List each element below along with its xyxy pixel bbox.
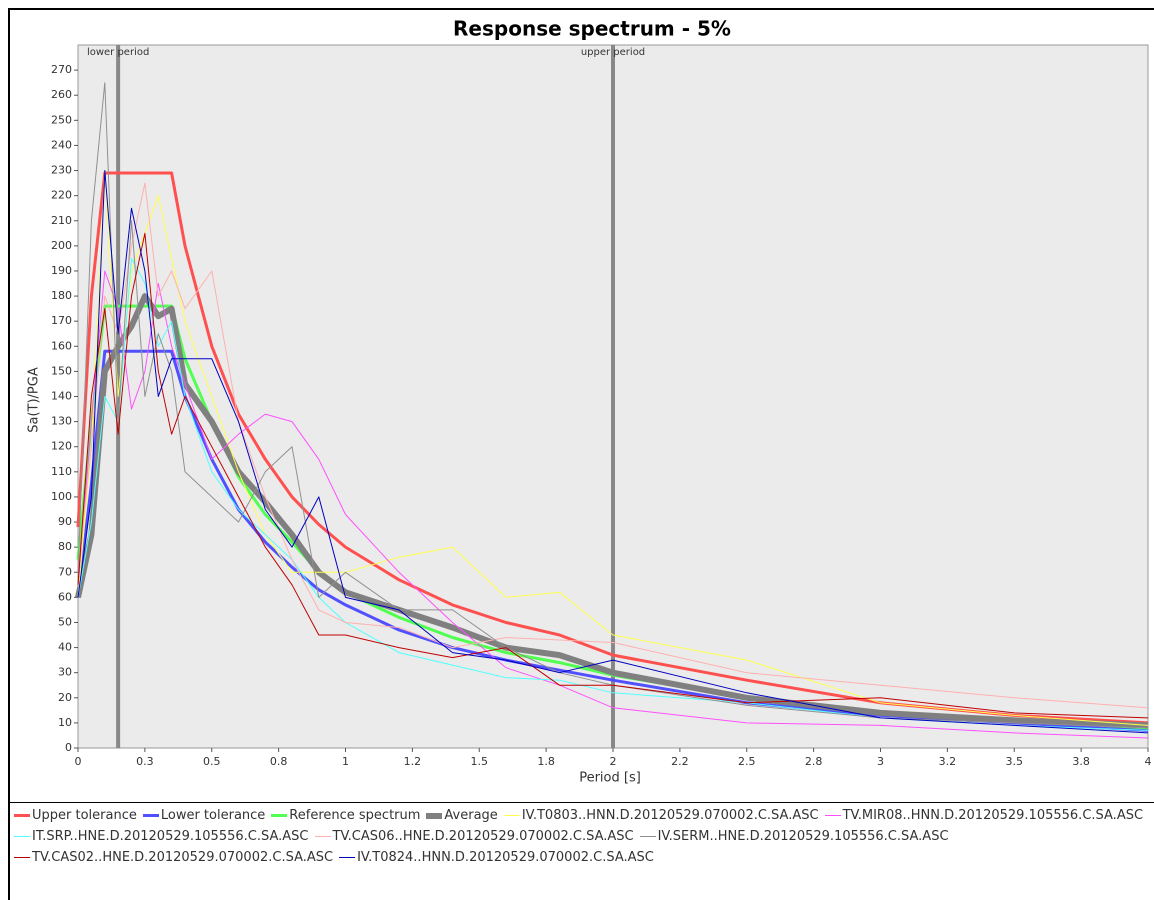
y-tick-label: 220 — [51, 189, 72, 202]
x-tick-label: 0.8 — [270, 755, 288, 768]
y-tick-label: 240 — [51, 138, 72, 151]
x-tick-label: 0.5 — [203, 755, 221, 768]
x-tick-label: 3.8 — [1072, 755, 1090, 768]
series-line — [75, 293, 1149, 729]
y-tick-label: 30 — [58, 666, 72, 679]
legend-item: TV.MIR08..HNN.D.20120529.105556.C.SA.ASC — [824, 805, 1144, 826]
legend-item: TV.CAS02..HNE.D.20120529.070002.C.SA.ASC — [14, 847, 333, 868]
y-tick-label: 60 — [58, 590, 72, 603]
legend-swatch — [142, 814, 159, 817]
y-tick-label: 250 — [51, 113, 72, 126]
chart-title: Response spectrum - 5% — [453, 17, 731, 41]
legend-item: Lower tolerance — [142, 805, 266, 826]
legend-item: IV.SERM..HNE.D.20120529.105556.C.SA.ASC — [639, 826, 949, 847]
y-axis-label: Sa(T)/PGA — [27, 367, 42, 433]
legend-item: Average — [426, 805, 498, 826]
legend-swatch — [14, 814, 30, 817]
series-line — [77, 270, 1149, 739]
legend-label: TV.CAS02..HNE.D.20120529.070002.C.SA.ASC — [32, 850, 334, 865]
legend-item: IT.SRP..HNE.D.20120529.105556.C.SA.ASC — [14, 826, 309, 847]
x-tick-label: 1.2 — [404, 755, 422, 768]
legend-label: Lower tolerance — [160, 808, 266, 823]
series-line — [77, 170, 1149, 734]
legend-label: TV.MIR08..HNN.D.20120529.105556.C.SA.ASC — [842, 808, 1144, 823]
y-tick-label: 200 — [51, 239, 72, 252]
chart-frame: Response spectrum - 5% Period [s] Sa(T)/… — [8, 8, 1154, 900]
legend-label: IV.T0803..HNN.D.20120529.070002.C.SA.ASC — [521, 808, 819, 823]
chart: Response spectrum - 5% Period [s] Sa(T)/… — [27, 17, 1152, 786]
y-tick-label: 130 — [51, 415, 72, 428]
y-tick-label: 140 — [51, 390, 72, 403]
y-tick-label: 10 — [58, 716, 72, 729]
y-tick-label: 70 — [58, 565, 72, 578]
x-tick-label: 0 — [75, 755, 82, 768]
y-tick-label: 40 — [58, 641, 72, 654]
y-tick-label: 100 — [51, 490, 72, 503]
y-tick-label: 230 — [51, 164, 72, 177]
x-tick-label: 2.5 — [738, 755, 756, 768]
x-tick-label: 3.2 — [939, 755, 957, 768]
x-tick-label: 2 — [610, 755, 617, 768]
legend-swatch — [271, 814, 288, 817]
legend-item: Upper tolerance — [14, 805, 137, 826]
y-tick-label: 110 — [51, 465, 72, 478]
y-tick-label: 150 — [51, 364, 72, 377]
legend-item: Reference spectrum — [271, 805, 420, 826]
y-tick-label: 160 — [51, 339, 72, 352]
legend-item: TV.CAS06..HNE.D.20120529.070002.C.SA.ASC — [314, 826, 634, 847]
y-tick-label: 50 — [58, 615, 72, 628]
legend-label: Average — [444, 808, 498, 823]
period-marker-label: lower period — [87, 47, 149, 58]
legend-label: IV.T0824..HNN.D.20120529.070002.C.SA.ASC — [357, 850, 654, 865]
legend-swatch — [639, 836, 656, 837]
x-tick-label: 3 — [877, 755, 884, 768]
y-tick-label: 170 — [51, 314, 72, 327]
legend-item: IV.T0803..HNN.D.20120529.070002.C.SA.ASC — [503, 805, 819, 826]
period-marker-label: upper period — [581, 47, 645, 58]
x-tick-label: 1.8 — [537, 755, 555, 768]
x-tick-label: 2.8 — [805, 755, 823, 768]
y-tick-label: 120 — [51, 440, 72, 453]
legend-swatch — [14, 857, 30, 858]
y-tick-label: 180 — [51, 289, 72, 302]
x-tick-label: 2.2 — [671, 755, 689, 768]
legend-swatch — [14, 836, 30, 837]
series-line — [77, 232, 1149, 719]
x-tick-label: 1.5 — [471, 755, 489, 768]
legend-label: Upper tolerance — [32, 808, 137, 823]
series-line — [76, 171, 1149, 725]
legend: Upper tolerance Lower tolerance Reference … — [10, 802, 1154, 900]
legend-label: TV.CAS06..HNE.D.20120529.070002.C.SA.ASC — [332, 829, 634, 844]
series-line — [77, 257, 1149, 731]
y-tick-label: 270 — [51, 63, 72, 76]
legend-item: IV.T0824..HNN.D.20120529.070002.C.SA.ASC — [339, 847, 654, 868]
legend-label: IT.SRP..HNE.D.20120529.105556.C.SA.ASC — [32, 829, 309, 844]
legend-swatch — [339, 857, 356, 858]
legend-swatch — [824, 815, 841, 816]
legend-label: Reference spectrum — [289, 808, 421, 823]
series-line — [76, 349, 1149, 732]
y-tick-label: 90 — [58, 515, 72, 528]
legend-swatch — [314, 836, 331, 837]
legend-label: IV.SERM..HNE.D.20120529.105556.C.SA.ASC — [657, 829, 949, 844]
y-tick-label: 80 — [58, 540, 72, 553]
y-tick-label: 0 — [65, 741, 72, 754]
x-tick-label: 3.5 — [1006, 755, 1024, 768]
legend-swatch — [426, 812, 443, 819]
y-tick-label: 260 — [51, 88, 72, 101]
y-tick-label: 210 — [51, 214, 72, 227]
series-line — [77, 170, 1149, 726]
y-tick-label: 190 — [51, 264, 72, 277]
legend-swatch — [503, 815, 520, 816]
x-tick-label: 1 — [342, 755, 349, 768]
x-axis-label: Period [s] — [579, 771, 641, 786]
x-tick-label: 0.3 — [136, 755, 154, 768]
x-tick-label: 4 — [1145, 755, 1152, 768]
y-tick-label: 20 — [58, 691, 72, 704]
